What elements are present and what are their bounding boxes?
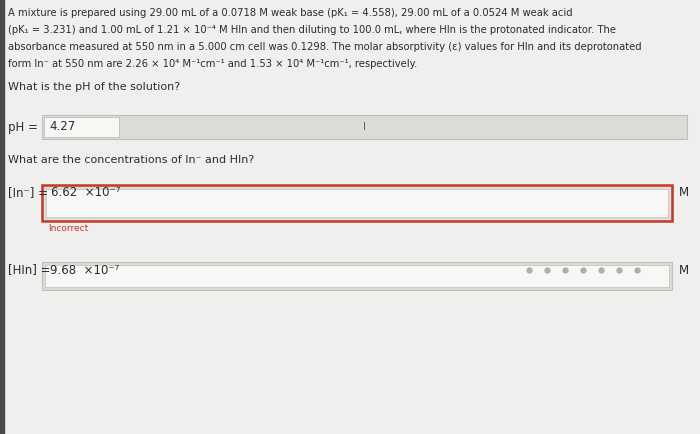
Text: I: I (363, 122, 366, 132)
FancyBboxPatch shape (42, 185, 672, 221)
Text: What is the pH of the solution?: What is the pH of the solution? (8, 82, 180, 92)
Text: pH =: pH = (8, 121, 38, 134)
Text: M: M (679, 187, 689, 200)
FancyBboxPatch shape (0, 0, 4, 434)
Text: M: M (679, 263, 689, 276)
Text: (pK₁ = 3.231) and 1.00 mL of 1.21 × 10⁻⁴ M HIn and then diluting to 100.0 mL, wh: (pK₁ = 3.231) and 1.00 mL of 1.21 × 10⁻⁴… (8, 25, 616, 35)
Text: absorbance measured at 550 nm in a 5.000 cm cell was 0.1298. The molar absorptiv: absorbance measured at 550 nm in a 5.000… (8, 42, 642, 52)
Text: Incorrect: Incorrect (48, 224, 88, 233)
FancyBboxPatch shape (4, 0, 700, 434)
Text: What are the concentrations of In⁻ and HIn?: What are the concentrations of In⁻ and H… (8, 155, 254, 165)
Text: 9.68  ×10⁻⁷: 9.68 ×10⁻⁷ (50, 263, 120, 276)
FancyBboxPatch shape (44, 117, 119, 137)
FancyBboxPatch shape (46, 189, 668, 217)
Text: A mixture is prepared using 29.00 mL of a 0.0718 M weak base (pK₁ = 4.558), 29.0: A mixture is prepared using 29.00 mL of … (8, 8, 573, 18)
FancyBboxPatch shape (42, 115, 687, 139)
Text: form In⁻ at 550 nm are 2.26 × 10⁴ M⁻¹cm⁻¹ and 1.53 × 10⁴ M⁻¹cm⁻¹, respectively.: form In⁻ at 550 nm are 2.26 × 10⁴ M⁻¹cm⁻… (8, 59, 417, 69)
FancyBboxPatch shape (42, 262, 672, 290)
Text: 4.27: 4.27 (49, 121, 76, 134)
Text: [HIn] =: [HIn] = (8, 263, 50, 276)
Text: [In⁻] =: [In⁻] = (8, 187, 48, 200)
FancyBboxPatch shape (45, 265, 669, 287)
Text: 6.62  ×10⁻⁷: 6.62 ×10⁻⁷ (51, 187, 120, 200)
